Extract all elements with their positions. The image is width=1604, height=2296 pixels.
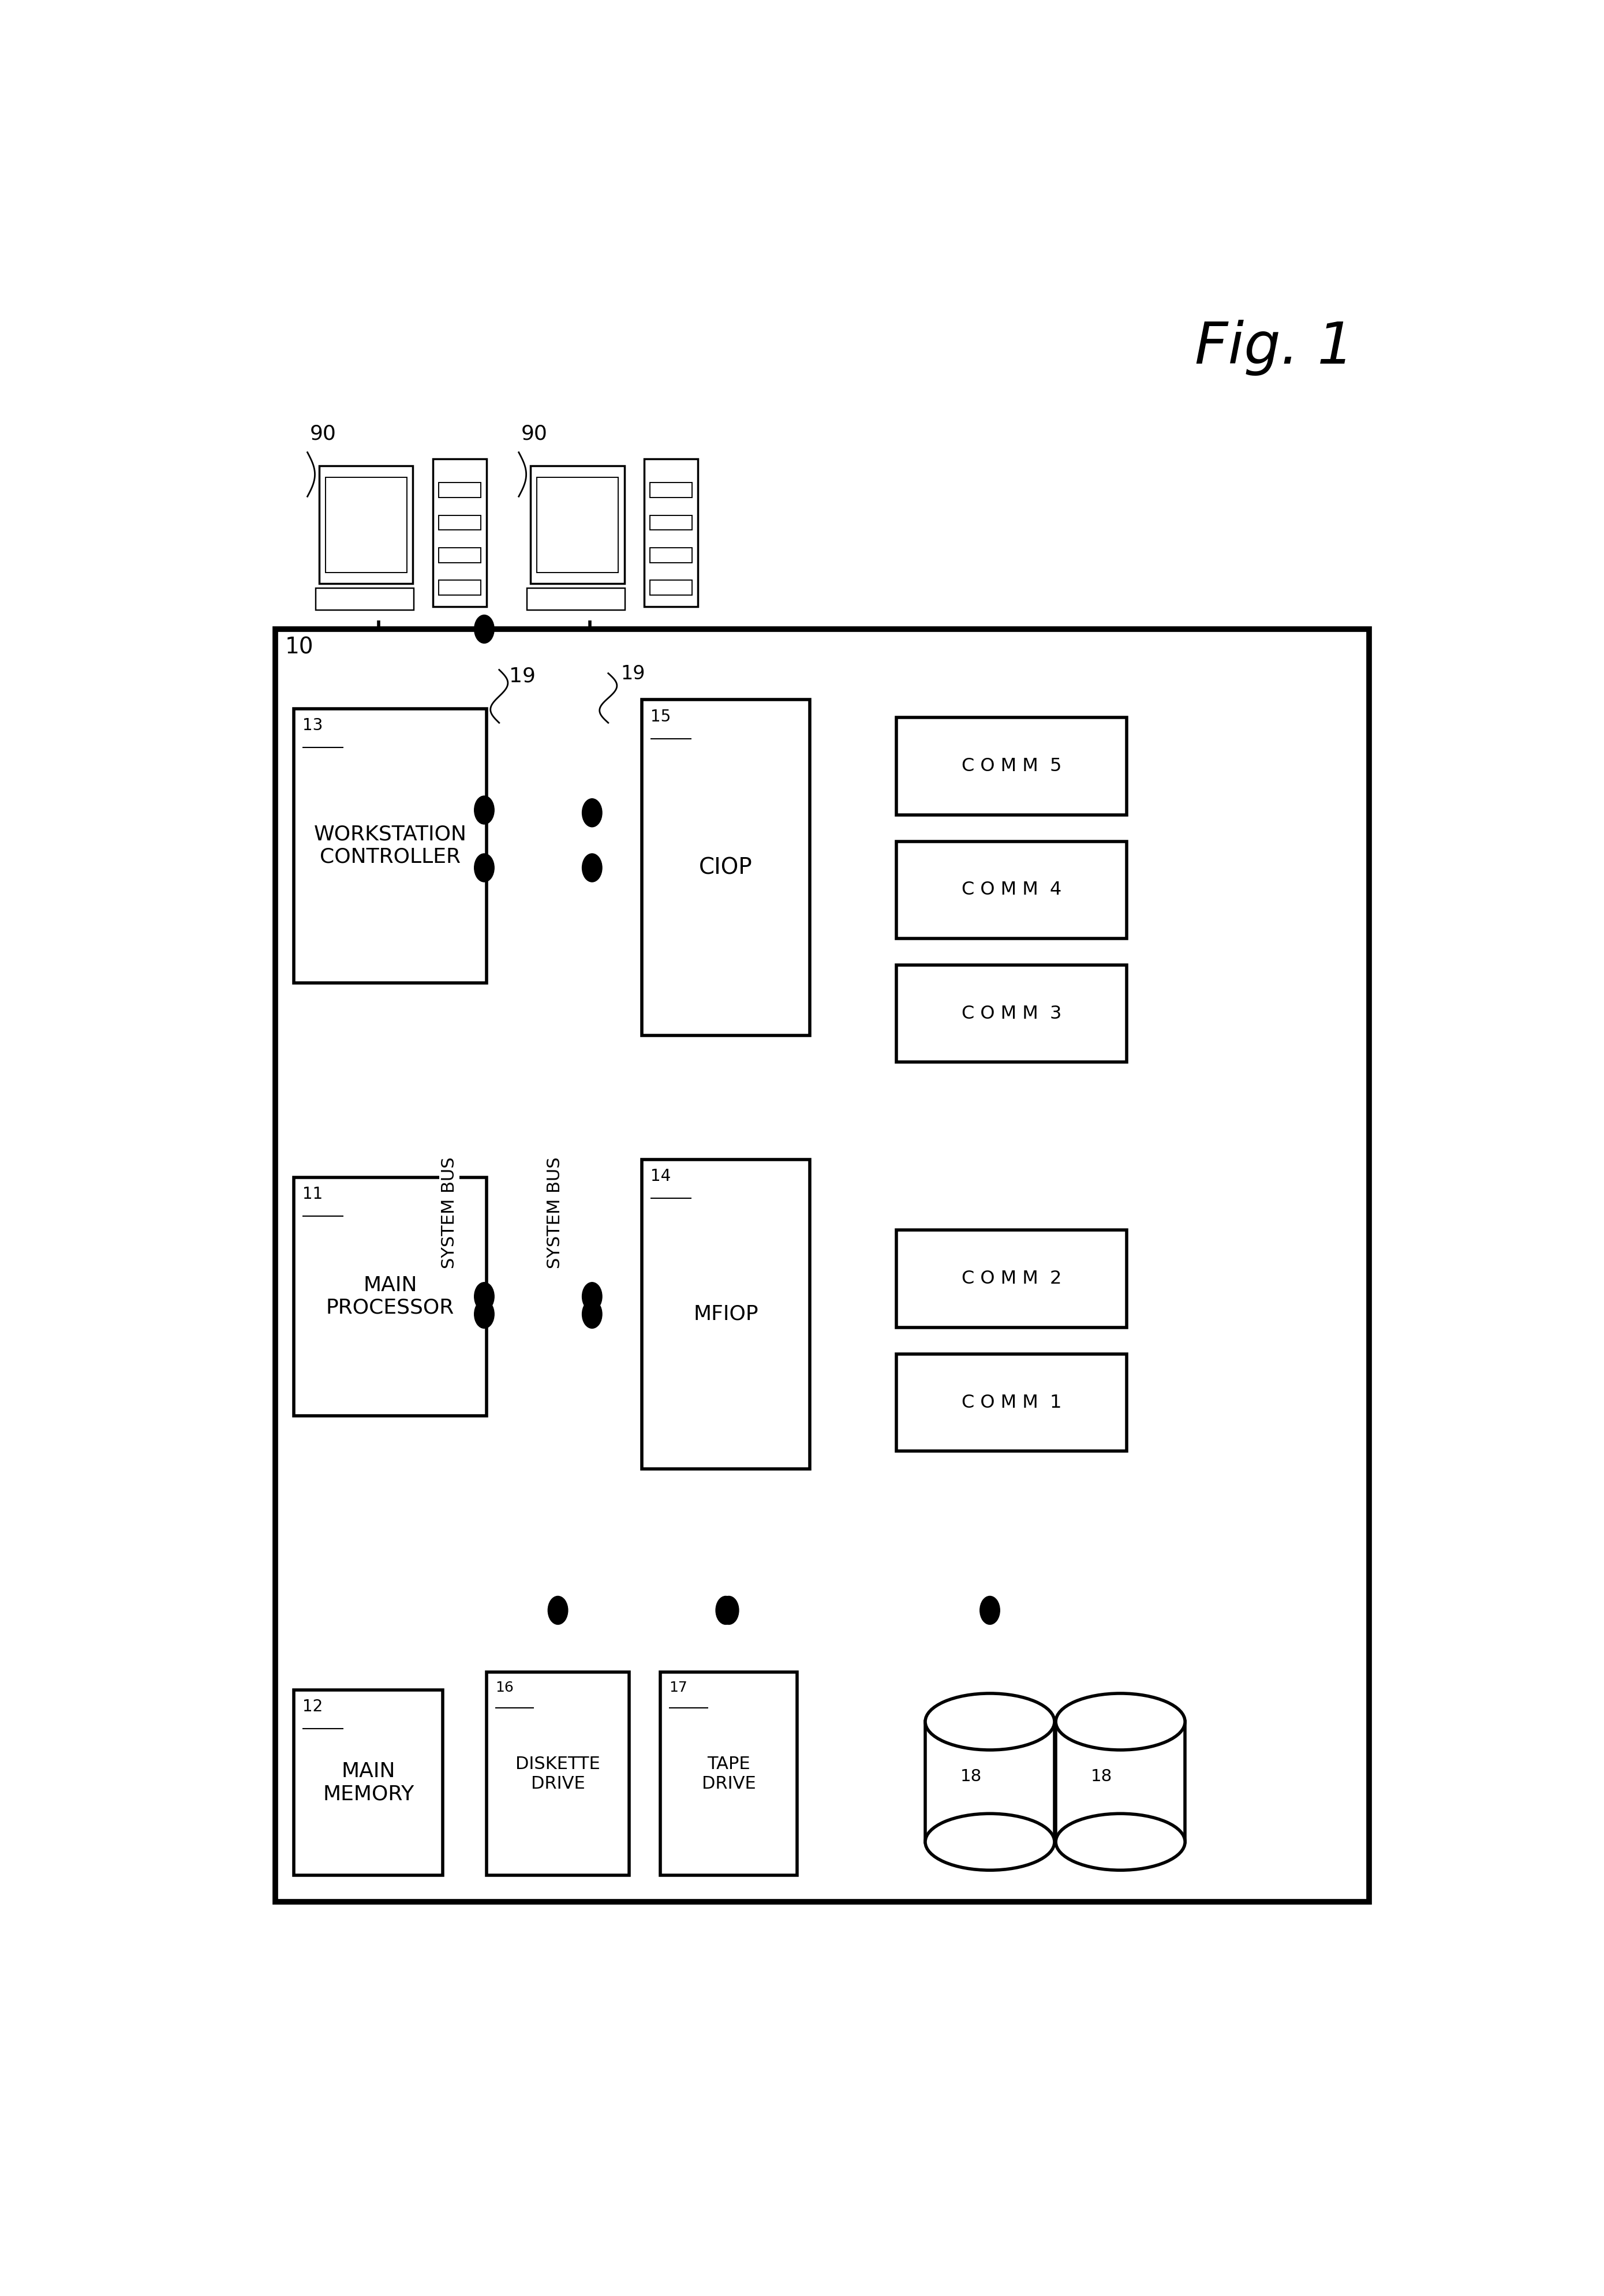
Text: DISKETTE
DRIVE: DISKETTE DRIVE — [515, 1756, 600, 1791]
Text: 18: 18 — [961, 1768, 982, 1784]
Bar — [438, 514, 481, 530]
Text: CIOP: CIOP — [699, 856, 752, 879]
Bar — [926, 1722, 1054, 1841]
Bar — [897, 1231, 1126, 1327]
Bar — [438, 581, 481, 595]
Bar — [294, 709, 486, 983]
Bar — [897, 1355, 1126, 1451]
Bar — [650, 549, 691, 563]
Text: 12: 12 — [303, 1699, 322, 1715]
Circle shape — [582, 1300, 602, 1329]
Text: 15: 15 — [651, 709, 670, 726]
Text: 14: 14 — [651, 1169, 670, 1185]
Bar — [294, 1690, 443, 1876]
Bar — [326, 478, 407, 572]
Bar — [537, 478, 618, 572]
Text: 19: 19 — [621, 664, 645, 684]
Ellipse shape — [926, 1694, 1054, 1750]
Ellipse shape — [1055, 1814, 1185, 1871]
Bar — [661, 1671, 797, 1876]
Text: 10: 10 — [286, 636, 314, 659]
Bar — [438, 549, 481, 563]
Bar — [650, 482, 691, 498]
Bar — [526, 588, 626, 611]
Text: 11: 11 — [303, 1187, 322, 1203]
Text: TAPE
DRIVE: TAPE DRIVE — [703, 1756, 755, 1791]
Text: C O M M  3: C O M M 3 — [961, 1006, 1062, 1022]
Text: 19: 19 — [508, 666, 536, 687]
Text: 90: 90 — [310, 425, 337, 443]
Ellipse shape — [926, 1814, 1054, 1871]
Text: WORKSTATION
CONTROLLER: WORKSTATION CONTROLLER — [314, 824, 467, 868]
Circle shape — [475, 1300, 494, 1329]
Bar — [486, 1671, 629, 1876]
Bar — [1055, 1722, 1185, 1841]
Circle shape — [549, 1596, 568, 1626]
Text: 13: 13 — [303, 719, 322, 735]
Text: 16: 16 — [496, 1681, 513, 1694]
Bar — [642, 1159, 810, 1469]
Text: C O M M  4: C O M M 4 — [962, 882, 1062, 898]
Bar — [643, 459, 698, 606]
Ellipse shape — [1055, 1694, 1185, 1750]
Bar — [650, 514, 691, 530]
Circle shape — [980, 1596, 999, 1626]
Circle shape — [719, 1596, 739, 1626]
Text: MFIOP: MFIOP — [693, 1304, 759, 1325]
Circle shape — [475, 854, 494, 882]
Text: SYSTEM BUS: SYSTEM BUS — [547, 1157, 563, 1267]
Text: Fig. 1: Fig. 1 — [1195, 319, 1354, 377]
Bar — [319, 466, 412, 583]
Circle shape — [475, 797, 494, 824]
Bar — [316, 588, 414, 611]
Text: 90: 90 — [521, 425, 547, 443]
Circle shape — [582, 799, 602, 827]
Circle shape — [475, 1283, 494, 1311]
Bar — [650, 581, 691, 595]
Bar — [897, 840, 1126, 939]
Text: C O M M  2: C O M M 2 — [961, 1270, 1062, 1288]
Bar — [438, 482, 481, 498]
Text: 18: 18 — [1091, 1768, 1113, 1784]
Circle shape — [475, 615, 494, 643]
Circle shape — [582, 1283, 602, 1311]
Bar — [531, 466, 624, 583]
Bar — [294, 1178, 486, 1417]
Text: C O M M  1: C O M M 1 — [961, 1394, 1062, 1412]
Text: MAIN
PROCESSOR: MAIN PROCESSOR — [326, 1274, 454, 1318]
Text: 17: 17 — [669, 1681, 688, 1694]
Bar — [276, 629, 1368, 1901]
Bar — [642, 700, 810, 1035]
Bar — [897, 719, 1126, 815]
Text: MAIN
MEMORY: MAIN MEMORY — [322, 1761, 414, 1805]
Text: SYSTEM BUS: SYSTEM BUS — [441, 1157, 457, 1267]
Circle shape — [582, 854, 602, 882]
Bar — [897, 964, 1126, 1063]
Bar — [433, 459, 486, 606]
Circle shape — [715, 1596, 736, 1626]
Text: C O M M  5: C O M M 5 — [961, 758, 1062, 776]
